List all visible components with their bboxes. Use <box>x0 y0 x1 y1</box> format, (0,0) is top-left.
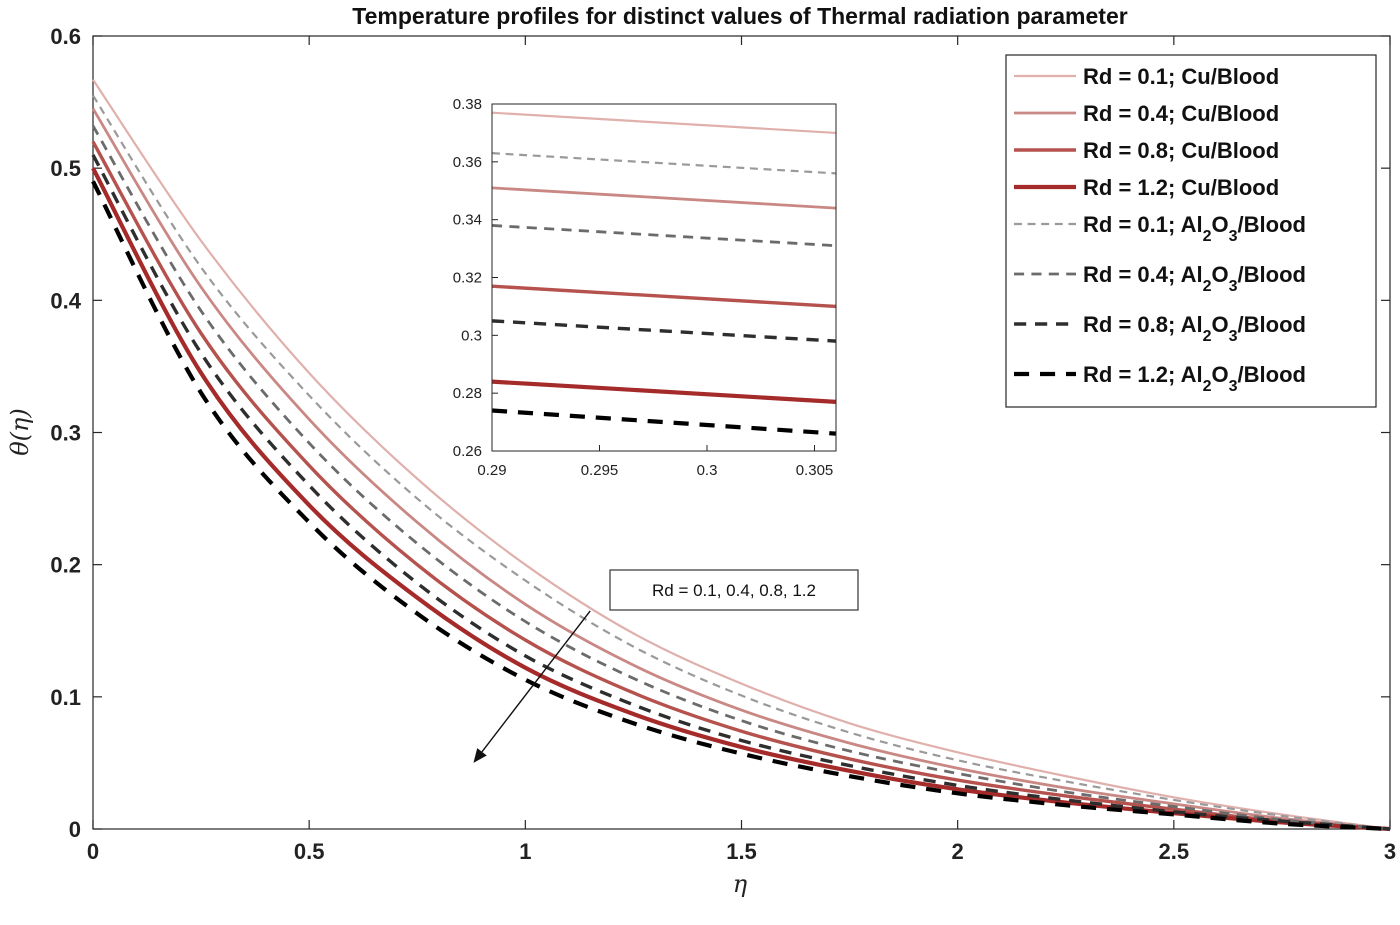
legend-label-8: Rd = 1.2; Al2O3/Blood <box>1083 362 1306 395</box>
series-line-2 <box>91 107 1391 831</box>
series-line-7 <box>91 154 1391 831</box>
x-tick-label: 2 <box>952 839 964 864</box>
inset-series-line-3 <box>491 284 837 309</box>
y-tick-label: 0 <box>69 817 81 842</box>
legend-text-part: O <box>1212 362 1229 387</box>
legend-text-part: O <box>1212 212 1229 237</box>
inset-plot-area: 0.29 0.295 0.3 0.305 0.26 0.28 0.3 0.32 0.34 0.36… <box>453 96 837 479</box>
x-axis-label: η <box>733 870 748 898</box>
y-tick-label: 0.1 <box>50 685 81 710</box>
legend-text-part: Rd = 0.8; Al <box>1083 312 1203 337</box>
legend-text-part: /Blood <box>1238 262 1306 287</box>
legend-text-part: /Blood <box>1238 212 1306 237</box>
legend-text-part: 2 <box>1203 328 1212 345</box>
legend-text-part: 3 <box>1229 328 1238 345</box>
y-tick-label: 0.3 <box>50 421 81 446</box>
main-plot-area: 0 0.5 1 1.5 2 2.5 3 0 0.1 0.2 0.3 0.4 0.5 0.6 <box>50 24 1396 864</box>
y-tick-label: 0.5 <box>50 156 81 181</box>
inset-y-tick-label: 0.36 <box>453 154 482 171</box>
inset-y-tick-label: 0.28 <box>453 385 482 402</box>
legend-items: Rd = 0.1; Cu/Blood Rd = 0.4; Cu/Blood Rd =… <box>1014 64 1306 395</box>
inset-series-line-6 <box>491 224 837 248</box>
x-tick-label: 0.5 <box>294 839 325 864</box>
legend-text-part: Rd = 0.8; Cu/Blood <box>1083 138 1279 163</box>
inset-y-tick-label: 0.26 <box>453 443 482 460</box>
y-axis-label: θ(η) <box>6 408 34 456</box>
legend-label-2: Rd = 0.4; Cu/Blood <box>1083 101 1279 126</box>
inset-series-group <box>491 111 837 436</box>
legend-text-part: 2 <box>1203 378 1212 395</box>
legend-text-part: 2 <box>1203 278 1212 295</box>
annotation-text: Rd = 0.1, 0.4, 0.8, 1.2 <box>652 581 816 600</box>
x-tick-label: 1 <box>519 839 531 864</box>
inset-y-tick-label: 0.38 <box>453 96 482 113</box>
annotation-arrow <box>481 610 591 753</box>
legend-label-1: Rd = 0.1; Cu/Blood <box>1083 64 1279 89</box>
legend-text-part: /Blood <box>1238 312 1306 337</box>
legend-label-6: Rd = 0.4; Al2O3/Blood <box>1083 262 1306 295</box>
legend-text-part: 3 <box>1229 228 1238 245</box>
legend-text-part: Rd = 0.1; Al <box>1083 212 1203 237</box>
legend-label-3: Rd = 0.8; Cu/Blood <box>1083 138 1279 163</box>
main-series-group <box>91 79 1391 832</box>
inset-x-tick-label: 0.305 <box>796 462 834 479</box>
inset-series-line-8 <box>491 408 837 436</box>
inset-series-line-1 <box>491 111 837 135</box>
legend-text-part: O <box>1212 312 1229 337</box>
series-line-8 <box>91 180 1391 832</box>
legend-text-part: 2 <box>1203 228 1212 245</box>
legend-label-5: Rd = 0.1; Al2O3/Blood <box>1083 212 1306 245</box>
inset-series-line-7 <box>491 319 837 343</box>
annotation: Rd = 0.1, 0.4, 0.8, 1.2 <box>473 569 859 763</box>
x-tick-label: 0 <box>87 839 99 864</box>
inset-y-tick-label: 0.3 <box>461 327 482 344</box>
inset-series-line-5 <box>491 152 837 175</box>
inset-y-tick-label: 0.34 <box>453 212 482 229</box>
legend-text-part: O <box>1212 262 1229 287</box>
legend-text-part: Rd = 0.4; Al <box>1083 262 1203 287</box>
y-tick-label: 0.4 <box>50 288 81 313</box>
series-line-6 <box>91 125 1391 831</box>
inset-y-tick-label: 0.32 <box>453 270 482 287</box>
chart-title: Temperature profiles for distinct values… <box>352 3 1127 29</box>
legend-text-part: /Blood <box>1238 362 1306 387</box>
series-line-3 <box>91 140 1391 831</box>
y-tick-label: 0.6 <box>50 24 81 49</box>
legend-text-part: Rd = 0.1; Cu/Blood <box>1083 64 1279 89</box>
legend: Rd = 0.1; Cu/Blood Rd = 0.4; Cu/Blood Rd =… <box>1005 54 1377 408</box>
annotation-arrowhead <box>473 748 487 763</box>
inset-x-tick-label: 0.295 <box>581 462 619 479</box>
legend-text-part: Rd = 1.2; Al <box>1083 362 1203 387</box>
x-tick-label: 1.5 <box>726 839 757 864</box>
legend-text-part: Rd = 1.2; Cu/Blood <box>1083 175 1279 200</box>
inset-x-tick-label: 0.3 <box>697 462 718 479</box>
legend-text-part: Rd = 0.4; Cu/Blood <box>1083 101 1279 126</box>
series-line-1 <box>92 79 1391 831</box>
x-tick-label: 3 <box>1384 839 1396 864</box>
series-line-5 <box>92 94 1391 831</box>
inset-x-tick-label: 0.29 <box>477 462 506 479</box>
legend-label-4: Rd = 1.2; Cu/Blood <box>1083 175 1279 200</box>
annotation-box <box>609 569 859 611</box>
legend-text-part: 3 <box>1229 378 1238 395</box>
legend-label-7: Rd = 0.8; Al2O3/Blood <box>1083 312 1306 345</box>
main-ticks: 0 0.5 1 1.5 2 2.5 3 0 0.1 0.2 0.3 0.4 0.5 0.6 <box>50 24 1396 864</box>
inset-ticks: 0.29 0.295 0.3 0.305 0.26 0.28 0.3 0.32 0.34 0.36… <box>453 96 833 479</box>
inset-series-line-2 <box>491 186 837 210</box>
inset-series-line-4 <box>491 379 837 404</box>
x-tick-label: 2.5 <box>1159 839 1190 864</box>
legend-text-part: 3 <box>1229 278 1238 295</box>
y-tick-label: 0.2 <box>50 553 81 578</box>
